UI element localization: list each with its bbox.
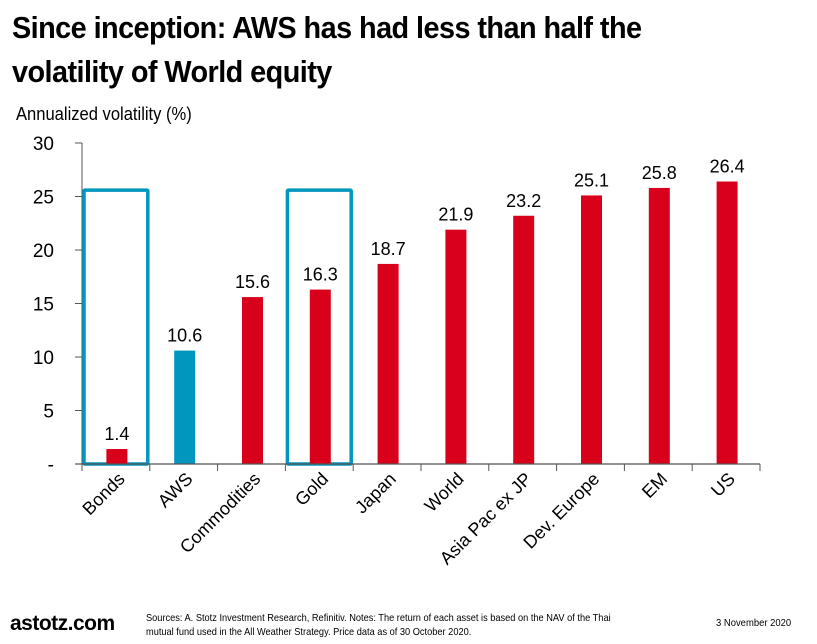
report-date: 3 November 2020 xyxy=(716,617,792,629)
data-label: 10.6 xyxy=(167,326,202,346)
data-label: 21.9 xyxy=(438,205,473,225)
y-tick-label: - xyxy=(48,455,54,476)
y-axis-label: Annualized volatility (%) xyxy=(16,104,192,124)
y-tick-label: 15 xyxy=(33,295,54,316)
bar-bonds xyxy=(106,449,128,464)
data-label: 15.6 xyxy=(235,272,270,292)
x-tick-label: US xyxy=(707,469,739,501)
data-label: 25.1 xyxy=(574,170,609,190)
y-tick-label: 10 xyxy=(33,348,54,369)
bar-gold xyxy=(309,289,331,464)
y-tick-label: 25 xyxy=(33,188,54,209)
bar-us xyxy=(716,181,738,464)
highlight-box-bonds xyxy=(82,188,150,466)
bar-dev-europe xyxy=(581,195,602,464)
x-tick-label: Bonds xyxy=(78,469,128,519)
bar-chart: - 5 10 15 20 25 30 1.4 10.6 15.6 16.3 18.7 21.9 23.2 2… xyxy=(33,134,761,568)
chart-title-line-2: volatility of World equity xyxy=(12,54,332,89)
brand-logo: astotz.com xyxy=(10,612,115,635)
chart-title-line-1: Since inception: AWS has had less than h… xyxy=(12,10,642,45)
chart-title: Since inception: AWS has had less than h… xyxy=(12,6,756,94)
bar-em xyxy=(648,187,670,464)
bar-world xyxy=(445,229,467,464)
bar-commodities xyxy=(242,297,263,464)
y-tick-label: 20 xyxy=(33,241,54,262)
bar-asia-pac-ex-jp xyxy=(513,215,535,464)
source-notes-line-1: Sources: A. Stotz Investment Research, R… xyxy=(146,612,611,624)
data-label: 16.3 xyxy=(303,265,338,285)
bar-japan xyxy=(377,263,399,464)
x-tick-label: EM xyxy=(638,469,671,502)
x-tick-label: Japan xyxy=(351,469,400,518)
x-tick-label: World xyxy=(421,469,468,516)
data-label: 1.4 xyxy=(104,424,129,444)
data-label: 23.2 xyxy=(506,191,541,211)
data-label: 25.8 xyxy=(642,163,677,183)
x-tick-label: Gold xyxy=(291,469,332,510)
y-tick-label: 30 xyxy=(33,134,54,155)
source-notes: Sources: A. Stotz Investment Research, R… xyxy=(146,611,639,639)
data-label: 26.4 xyxy=(710,157,745,177)
x-tick-label: AWS xyxy=(154,469,197,512)
bar-aws xyxy=(174,350,196,464)
data-label: 18.7 xyxy=(371,239,406,259)
source-notes-line-2: mutual fund used in the All Weather Stra… xyxy=(146,626,472,638)
y-tick-label: 5 xyxy=(43,402,54,423)
